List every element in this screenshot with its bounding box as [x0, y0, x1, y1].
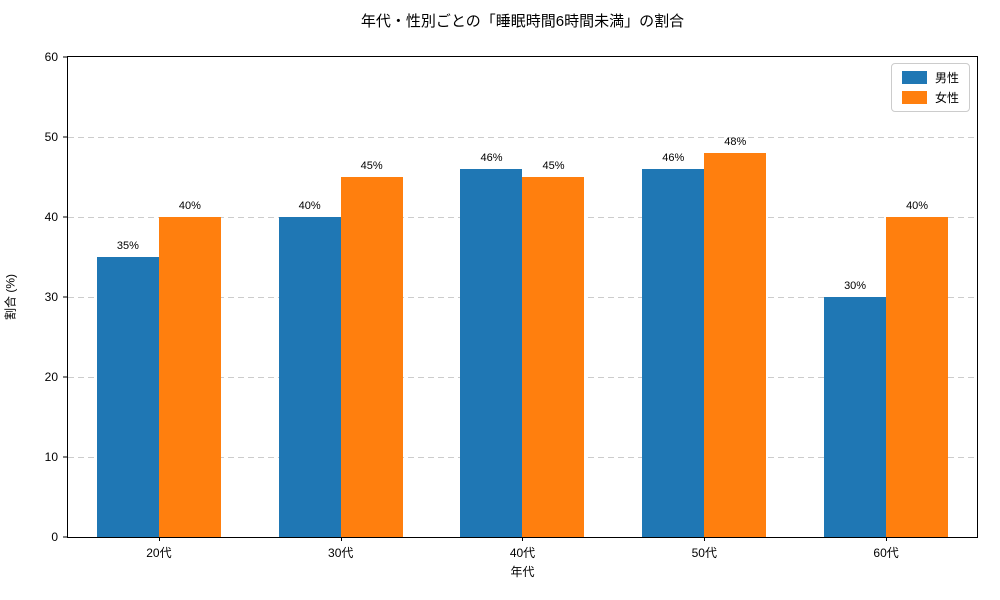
bar-value-label: 45%	[360, 160, 383, 172]
legend-swatch	[901, 71, 927, 84]
bar: 45%	[522, 160, 585, 537]
y-tick-mark	[63, 216, 68, 218]
bar: 48%	[704, 136, 767, 537]
x-tick-label: 60代	[873, 546, 899, 560]
legend-label: 男性	[934, 70, 959, 85]
x-tick-label: 50代	[691, 546, 717, 560]
y-tick-mark	[63, 296, 68, 298]
y-tick-label: 10	[44, 450, 58, 465]
x-tick-mark	[158, 537, 160, 541]
legend-label: 女性	[934, 90, 959, 105]
y-tick-mark	[63, 376, 68, 378]
bar: 45%	[340, 160, 403, 537]
bar: 46%	[460, 152, 523, 537]
x-tick-label: 30代	[328, 546, 354, 560]
legend-swatch	[901, 91, 927, 104]
x-tick-mark	[886, 537, 888, 541]
bar-value-label: 35%	[116, 240, 139, 252]
bars-layer: 35% 40% 20代 40% 45% 30代 46% 45% 40代 46% 48% 50代 30% 4…	[68, 57, 977, 560]
y-tick-mark	[63, 136, 68, 138]
gridline	[68, 136, 977, 138]
y-tick-label: 30	[44, 290, 58, 304]
y-axis-label: 割合 (%)	[3, 274, 18, 320]
x-tick-label: 40代	[509, 546, 536, 560]
bar-value-label: 40%	[178, 200, 201, 213]
x-tick-label: 20代	[146, 546, 172, 560]
bar: 35%	[96, 240, 159, 537]
x-axis-label: 年代	[510, 565, 535, 579]
bar-group: 40% 45% 30代	[250, 57, 432, 560]
bar-group: 46% 45% 40代	[432, 57, 614, 560]
legend-item: 男性	[901, 70, 959, 85]
y-tick-mark	[63, 536, 68, 538]
plot-area: 35% 40% 20代 40% 45% 30代 46% 45% 40代 46% 48% 50代 30% 4…	[45, 51, 978, 560]
y-tick-label: 40	[44, 210, 58, 225]
bar-group: 35% 40% 20代	[68, 57, 250, 560]
y-tick-label: 20	[44, 370, 58, 385]
bar: 46%	[642, 152, 705, 537]
bar-value-label: 46%	[480, 152, 503, 164]
legend: 男性 女性	[890, 63, 970, 112]
y-tick-mark	[63, 56, 68, 58]
x-tick-mark	[340, 537, 342, 541]
bar-group: 30% 40% 60代	[795, 57, 977, 560]
bar-value-label: 48%	[724, 136, 747, 148]
y-tick-label: 50	[44, 130, 58, 144]
chart-title: 年代・性別ごとの「睡眠時間6時間未満」の割合	[360, 13, 685, 30]
y-tick-mark	[63, 456, 68, 458]
bar-value-label: 30%	[844, 280, 867, 292]
x-tick-mark	[704, 537, 706, 541]
x-tick-mark	[522, 537, 524, 541]
legend-item: 女性	[901, 90, 959, 105]
y-tick-label: 0	[51, 530, 58, 544]
bar: 40%	[158, 200, 221, 537]
bar-value-label: 40%	[906, 200, 929, 213]
bar-value-label: 40%	[298, 200, 321, 213]
bar-value-label: 45%	[542, 160, 565, 172]
bar: 40%	[278, 200, 341, 537]
bar-group: 46% 48% 50代	[613, 57, 795, 560]
bar: 40%	[886, 200, 949, 537]
bar: 30%	[824, 280, 887, 537]
y-tick-label: 60	[44, 50, 58, 64]
bar-value-label: 46%	[662, 152, 685, 164]
